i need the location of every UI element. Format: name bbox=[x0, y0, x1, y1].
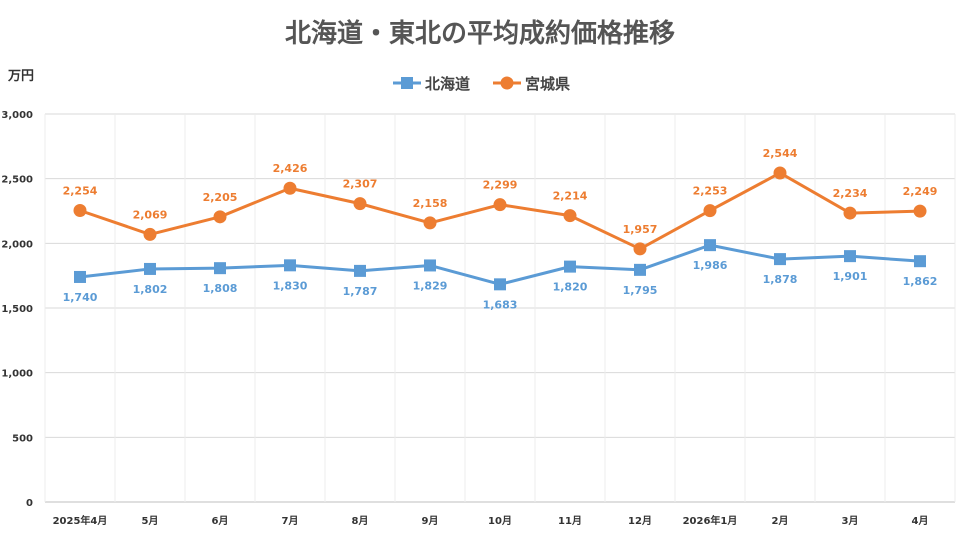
data-label: 1,862 bbox=[903, 275, 938, 288]
legend-label: 宮城県 bbox=[525, 75, 570, 93]
data-point bbox=[73, 203, 87, 217]
data-point bbox=[494, 278, 506, 291]
data-label: 2,299 bbox=[483, 179, 518, 192]
data-point bbox=[703, 204, 717, 218]
x-tick-label: 2026年1月 bbox=[683, 514, 738, 527]
chart-title: 北海道・東北の平均成約価格推移 bbox=[285, 18, 675, 49]
data-label: 1,901 bbox=[833, 270, 868, 283]
x-tick-label: 4月 bbox=[912, 515, 929, 527]
y-tick-label: 1,500 bbox=[1, 304, 33, 315]
data-point bbox=[214, 262, 226, 275]
data-point bbox=[74, 270, 86, 283]
x-tick-label: 3月 bbox=[842, 515, 859, 527]
x-tick-label: 10月 bbox=[488, 515, 512, 527]
gridlines bbox=[44, 113, 956, 503]
data-label: 1,795 bbox=[623, 284, 658, 297]
data-point bbox=[704, 239, 716, 252]
y-tick-label: 1,000 bbox=[1, 369, 33, 380]
data-label: 1,683 bbox=[483, 298, 518, 311]
legend-marker bbox=[401, 77, 413, 89]
data-point bbox=[424, 259, 436, 272]
data-label: 1,808 bbox=[203, 282, 238, 295]
data-point bbox=[144, 262, 156, 275]
data-point bbox=[283, 181, 297, 195]
x-tick-label: 6月 bbox=[212, 515, 229, 527]
data-label: 1,740 bbox=[63, 291, 98, 304]
data-point bbox=[564, 260, 576, 273]
data-label: 2,205 bbox=[203, 191, 238, 204]
y-tick-label: 3,000 bbox=[1, 110, 33, 121]
data-label: 1,829 bbox=[413, 279, 448, 292]
data-label: 1,830 bbox=[273, 279, 308, 292]
x-tick-label: 2月 bbox=[772, 515, 789, 527]
legend-label: 北海道 bbox=[425, 75, 470, 93]
legend: 北海道 宮城県 bbox=[393, 75, 570, 93]
data-point bbox=[773, 166, 787, 180]
data-point bbox=[353, 197, 367, 211]
data-point bbox=[563, 209, 577, 223]
y-tick-label: 2,000 bbox=[1, 239, 33, 250]
x-tick-label: 11月 bbox=[558, 515, 582, 527]
data-label: 2,234 bbox=[833, 187, 868, 200]
data-point bbox=[143, 227, 157, 241]
data-label: 1,820 bbox=[553, 281, 588, 294]
x-tick-label: 8月 bbox=[352, 515, 369, 527]
data-label: 1,986 bbox=[693, 259, 728, 272]
y-axis-unit-label: 万円 bbox=[7, 69, 34, 84]
data-point bbox=[284, 259, 296, 272]
series-1: 1,740 1,802 1,808 1,830 1,787 1,829 1,683 1,820… bbox=[63, 239, 938, 311]
legend-item-2: 宮城県 bbox=[493, 75, 570, 93]
legend-marker bbox=[500, 76, 514, 90]
data-point bbox=[844, 250, 856, 263]
legend-item-1: 北海道 bbox=[393, 75, 470, 93]
data-label: 2,426 bbox=[273, 162, 308, 175]
data-point bbox=[914, 255, 926, 268]
plot-area: 1,740 1,802 1,808 1,830 1,787 1,829 1,683 1,820… bbox=[63, 147, 938, 311]
x-tick-label: 7月 bbox=[282, 515, 299, 527]
data-label: 1,802 bbox=[133, 283, 168, 296]
data-point bbox=[493, 198, 507, 212]
data-point bbox=[774, 253, 786, 266]
data-label: 2,069 bbox=[133, 208, 168, 221]
data-label: 2,214 bbox=[553, 190, 588, 203]
y-axis-ticks: 0 500 1,000 1,500 2,000 2,500 3,000 bbox=[1, 110, 33, 509]
data-label: 1,878 bbox=[763, 273, 798, 286]
data-point bbox=[843, 206, 857, 220]
data-point bbox=[423, 216, 437, 230]
data-label: 2,544 bbox=[763, 147, 798, 160]
data-point bbox=[913, 204, 927, 218]
data-label: 2,253 bbox=[693, 185, 728, 198]
y-tick-label: 500 bbox=[12, 433, 33, 444]
data-point bbox=[354, 264, 366, 277]
data-point bbox=[633, 242, 647, 256]
data-label: 1,787 bbox=[343, 285, 378, 298]
x-tick-label: 12月 bbox=[628, 515, 652, 527]
series-2: 2,254 2,069 2,205 2,426 2,307 2,158 2,299 2,214… bbox=[63, 147, 938, 256]
data-label: 1,957 bbox=[623, 223, 658, 236]
x-axis-ticks: 2025年4月 5月 6月 7月 8月 9月 10月 11月 12月 2026年1月 2月 3月 4月 bbox=[53, 514, 929, 527]
data-label: 2,158 bbox=[413, 197, 448, 210]
x-tick-label: 9月 bbox=[422, 515, 439, 527]
x-tick-label: 2025年4月 bbox=[53, 514, 108, 527]
data-point bbox=[213, 210, 227, 224]
data-label: 2,249 bbox=[903, 185, 938, 198]
data-label: 2,254 bbox=[63, 184, 98, 197]
y-tick-label: 0 bbox=[26, 498, 33, 509]
data-label: 2,307 bbox=[343, 178, 378, 191]
x-tick-label: 5月 bbox=[142, 515, 159, 527]
data-point bbox=[634, 263, 646, 276]
y-tick-label: 2,500 bbox=[1, 175, 33, 186]
